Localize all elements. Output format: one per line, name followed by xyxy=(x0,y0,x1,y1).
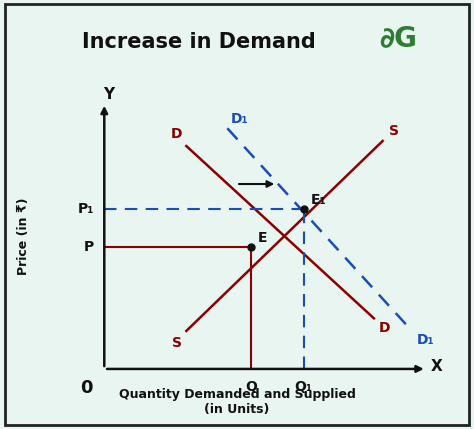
Text: E₁: E₁ xyxy=(311,193,327,207)
Text: D: D xyxy=(378,321,390,335)
Text: D: D xyxy=(171,127,182,141)
Text: S: S xyxy=(172,336,182,350)
Text: Y: Y xyxy=(103,87,114,102)
Text: ∂G: ∂G xyxy=(379,24,417,53)
Text: Q: Q xyxy=(245,381,257,394)
Text: Price (in ₹): Price (in ₹) xyxy=(17,197,30,275)
Text: X: X xyxy=(431,359,443,374)
Text: Q₁: Q₁ xyxy=(294,381,312,394)
Text: E: E xyxy=(258,231,268,245)
Text: S: S xyxy=(389,124,399,139)
Text: P₁: P₁ xyxy=(78,202,94,216)
Text: D₁: D₁ xyxy=(230,112,248,126)
Text: D₁: D₁ xyxy=(416,333,434,347)
Text: Increase in Demand: Increase in Demand xyxy=(82,32,316,52)
Text: Quantity Demanded and Supplied
(in Units): Quantity Demanded and Supplied (in Units… xyxy=(118,388,356,416)
Text: 0: 0 xyxy=(80,379,92,397)
Text: P: P xyxy=(84,240,94,254)
